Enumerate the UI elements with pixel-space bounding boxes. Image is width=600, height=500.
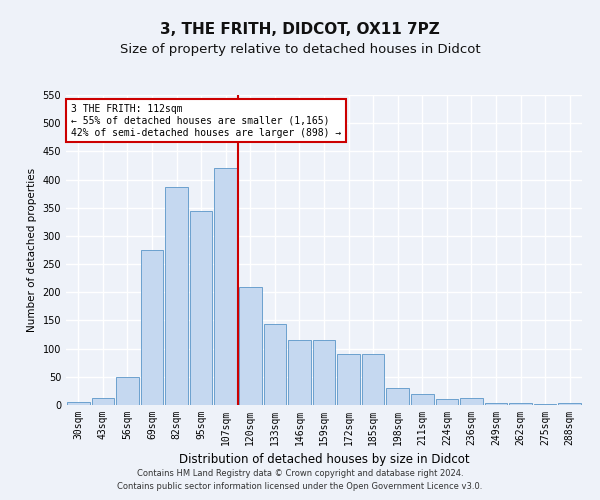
Bar: [559, 404, 581, 405]
Bar: [337, 354, 360, 405]
X-axis label: Distribution of detached houses by size in Didcot: Distribution of detached houses by size …: [179, 454, 469, 466]
Bar: [313, 340, 335, 405]
Bar: [288, 340, 311, 405]
Bar: [411, 394, 434, 405]
Text: Contains public sector information licensed under the Open Government Licence v3: Contains public sector information licen…: [118, 482, 482, 491]
Y-axis label: Number of detached properties: Number of detached properties: [27, 168, 37, 332]
Bar: [362, 354, 385, 405]
Bar: [140, 250, 163, 405]
Bar: [263, 324, 286, 405]
Bar: [386, 388, 409, 405]
Text: Contains HM Land Registry data © Crown copyright and database right 2024.: Contains HM Land Registry data © Crown c…: [137, 468, 463, 477]
Bar: [190, 210, 212, 405]
Bar: [239, 286, 262, 405]
Bar: [116, 377, 139, 405]
Bar: [485, 404, 508, 405]
Bar: [460, 398, 483, 405]
Text: 3, THE FRITH, DIDCOT, OX11 7PZ: 3, THE FRITH, DIDCOT, OX11 7PZ: [160, 22, 440, 38]
Bar: [509, 404, 532, 405]
Bar: [436, 400, 458, 405]
Bar: [534, 404, 556, 405]
Bar: [92, 398, 114, 405]
Bar: [214, 168, 237, 405]
Bar: [67, 402, 89, 405]
Text: Size of property relative to detached houses in Didcot: Size of property relative to detached ho…: [119, 42, 481, 56]
Text: 3 THE FRITH: 112sqm
← 55% of detached houses are smaller (1,165)
42% of semi-det: 3 THE FRITH: 112sqm ← 55% of detached ho…: [71, 104, 341, 138]
Bar: [165, 187, 188, 405]
